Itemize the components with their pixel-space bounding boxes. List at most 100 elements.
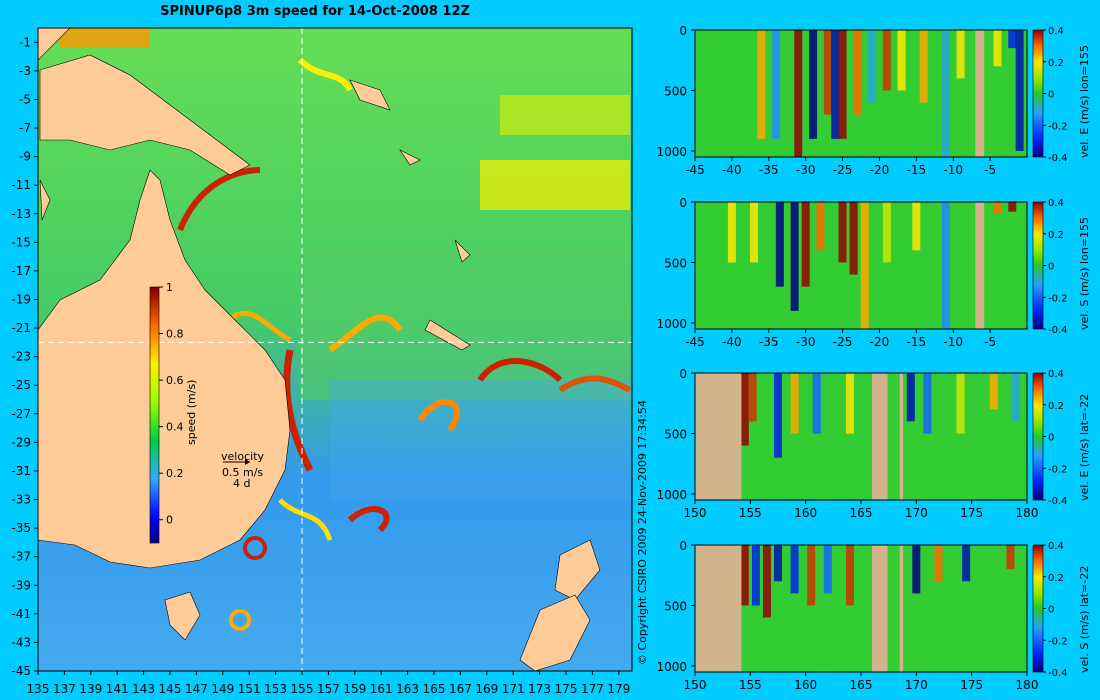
section-velocity-column <box>838 30 847 139</box>
section-colorbar <box>1032 544 1044 673</box>
section-panel-1[interactable]: -45 -40 -35 -30 -25 -20 -15 -10 -5 0 500 1000 0.4 0.2… <box>640 0 1100 175</box>
section-x-tick-label: 165 <box>850 678 873 692</box>
map-axes: 135 137 139 141 143 145 147 149 151 153 155 157 159 1… <box>11 27 633 696</box>
speed-map[interactable]: 135 137 139 141 143 145 147 149 151 153 155 157 159 1… <box>0 0 640 700</box>
map-x-tick-label: 151 <box>238 682 261 696</box>
section-velocity-column <box>823 30 832 115</box>
map-x-tick-label: 161 <box>370 682 393 696</box>
map-y-tick-label: -15 <box>11 235 31 249</box>
section-y-tick-label: 500 <box>664 427 687 441</box>
section-x-tick-label: -25 <box>833 335 853 347</box>
map-x-tick-label: 135 <box>27 682 50 696</box>
map-colorbar-tick-label: 0.8 <box>166 328 184 341</box>
map-y-tick-label: -13 <box>11 207 31 221</box>
section-x-tick-label: -25 <box>833 163 853 175</box>
section-velocity-column <box>775 202 784 287</box>
section-colorbar-tick-label: -0.2 <box>1048 464 1068 475</box>
section-colorbar-tick-label: 0 <box>1048 605 1054 616</box>
map-x-tick-label: 159 <box>343 682 366 696</box>
section-colorbar-tick-label: 0.4 <box>1048 26 1064 37</box>
map-y-tick-label: -41 <box>11 607 31 621</box>
section-velocity-column <box>790 373 799 434</box>
map-colorbar-tick-label: 0.2 <box>166 467 184 480</box>
section-colorbar-tick-label: -0.2 <box>1048 121 1068 132</box>
map-y-tick-label: -43 <box>11 635 31 649</box>
section-y-tick-label: 500 <box>664 84 687 98</box>
section-land <box>899 373 904 500</box>
section-x-tick-label: -35 <box>759 335 779 347</box>
section-velocity-column <box>853 30 862 115</box>
section-velocity-column <box>740 545 749 606</box>
section-chart-2: -45 -40 -35 -30 -25 -20 -15 -10 -5 0 500 1000 0.4 0.2… <box>656 196 1068 347</box>
section-velocity-column <box>727 202 736 263</box>
map-y-tick-label: -45 <box>11 664 31 678</box>
section-velocity-column <box>809 30 818 139</box>
map-y-tick-label: -3 <box>19 64 31 78</box>
section-panel-3[interactable]: 150 155 160 165 170 175 180 0 500 1000 0.4 0.2 0 -0.2… <box>640 343 1100 518</box>
section-chart-4: 150 155 160 165 170 175 180 0 500 1000 0.4 0.2 0 -0.2… <box>656 539 1067 692</box>
section-chart-3: 150 155 160 165 170 175 180 0 500 1000 0.4 0.2 0 -0.2… <box>656 367 1068 518</box>
section-velocity-column <box>1008 30 1017 49</box>
section-x-tick-label: 170 <box>905 506 928 518</box>
section-velocity-column <box>816 202 825 251</box>
map-y-tick-label: -17 <box>11 264 31 278</box>
map-y-tick-label: -9 <box>19 150 31 164</box>
section-velocity-column <box>762 545 771 618</box>
section-x-tick-label: -15 <box>907 163 927 175</box>
current-swirls <box>60 28 632 631</box>
section-velocity-column <box>934 545 943 582</box>
section-x-tick-label: 170 <box>905 678 928 692</box>
section-velocity-column <box>794 30 803 157</box>
section-colorbar-tick-label: -0.4 <box>1048 325 1068 336</box>
section-x-tick-label: 155 <box>739 678 762 692</box>
section-frame <box>694 29 1028 158</box>
section-velocity-column <box>772 30 781 139</box>
map-x-tick-label: 179 <box>607 682 630 696</box>
map-x-tick-label: 155 <box>291 682 314 696</box>
section-velocity-column <box>956 373 965 434</box>
section-panel-2[interactable]: -45 -40 -35 -30 -25 -20 -15 -10 -5 0 500 1000 0.4 0.2… <box>640 172 1100 347</box>
section-colorbar-tick-label: 0 <box>1048 90 1054 101</box>
section-panel-4[interactable]: 150 155 160 165 170 175 180 0 500 1000 0.4 0.2 0 -0.2… <box>640 515 1100 692</box>
section-velocity-column <box>993 202 1002 215</box>
section-velocity-column <box>831 30 840 139</box>
map-x-tick-label: 153 <box>264 682 287 696</box>
velocity-key-speed: 0.5 m/s <box>222 466 264 479</box>
section-velocity-column <box>750 202 759 263</box>
section-y-tick-label: 0 <box>679 24 687 38</box>
section-velocity-column <box>790 202 799 311</box>
map-x-tick-label: 165 <box>423 682 446 696</box>
section-velocity-column <box>919 30 928 103</box>
section-colorbar-tick-label: 0 <box>1048 433 1054 444</box>
section-x-tick-label: -5 <box>984 163 996 175</box>
map-colorbar-tick-label: 0.4 <box>166 421 184 434</box>
section-velocity-column <box>956 30 965 79</box>
section-x-tick-label: -45 <box>685 163 705 175</box>
map-x-tick-label: 167 <box>449 682 472 696</box>
section-colorbar-tick-label: 0.2 <box>1048 230 1064 241</box>
section-velocity-column <box>823 545 832 594</box>
section-x-tick-label: 150 <box>684 506 707 518</box>
map-x-tick-label: 141 <box>106 682 129 696</box>
section-land <box>695 545 742 672</box>
map-x-tick-label: 147 <box>185 682 208 696</box>
section-x-tick-label: 150 <box>684 678 707 692</box>
section-colorbar-tick-label: 0.2 <box>1048 58 1064 69</box>
section-velocity-column <box>757 30 766 139</box>
section-velocity-column <box>989 373 998 410</box>
section-velocity-column <box>751 545 760 606</box>
map-x-tick-label: 145 <box>159 682 182 696</box>
section-velocity-column <box>897 30 906 91</box>
section-x-tick-label: 175 <box>960 678 983 692</box>
section-velocity-column <box>740 373 749 446</box>
map-x-tick-label: 177 <box>581 682 604 696</box>
section-colorbar <box>1032 29 1044 158</box>
section-velocity-column <box>912 202 921 251</box>
map-frame <box>37 27 633 672</box>
section-land <box>872 545 888 672</box>
section-y-tick-label: 500 <box>664 599 687 613</box>
section-velocity-column <box>860 202 869 329</box>
section-colorbar-tick-label: -0.4 <box>1048 153 1068 164</box>
section-y-tick-label: 0 <box>679 367 687 381</box>
section-velocity-column <box>912 545 921 594</box>
